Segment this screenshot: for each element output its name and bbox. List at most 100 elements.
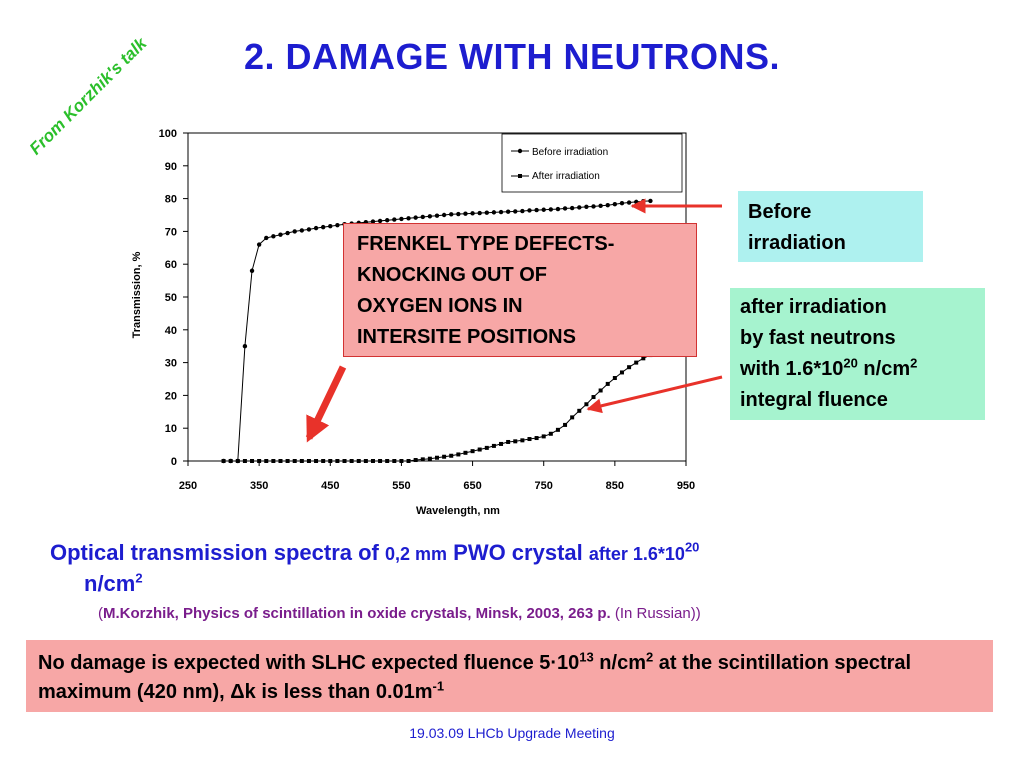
data-point (505, 209, 511, 214)
reference: (M.Korzhik, Physics of scintillation in … (98, 605, 701, 622)
reference-note: (In Russian)) (610, 605, 701, 622)
caption-unit: n/cm (84, 571, 136, 596)
data-point (648, 198, 653, 204)
data-point (641, 356, 646, 361)
data-point (256, 242, 262, 247)
data-point (591, 204, 596, 209)
data-point (491, 210, 497, 215)
callout-after-exponent2: 2 (910, 355, 918, 371)
data-point (449, 453, 454, 458)
frenkel-line4: INTERSITE POSITIONS (357, 326, 576, 348)
data-point (435, 455, 439, 460)
data-point (449, 212, 454, 217)
chart-legend: Before irradiation After irradiation (501, 133, 683, 193)
data-point (627, 365, 632, 370)
data-point (527, 437, 532, 442)
data-point (527, 208, 532, 213)
data-point (541, 434, 546, 439)
caption-part1: Optical transmission spectra of (50, 540, 385, 565)
caption-exponent: 20 (684, 539, 700, 555)
legend-marker-after (518, 174, 522, 178)
data-point (406, 459, 411, 463)
data-point (370, 459, 375, 463)
conclusion-part3: at the scintillation spectral maximum (4… (38, 652, 912, 703)
data-point (441, 212, 447, 218)
data-point (612, 201, 618, 207)
slide-footer: 19.03.09 LHCb Upgrade Meeting (409, 725, 615, 741)
y-tick-label: 30 (165, 358, 177, 370)
data-point (385, 218, 390, 223)
data-point (250, 459, 255, 463)
caption-unit-line: n/cm2 (50, 569, 950, 599)
data-point (392, 217, 397, 222)
data-point (534, 207, 539, 213)
data-point (321, 459, 326, 463)
data-point (634, 360, 639, 365)
data-point (271, 459, 276, 463)
data-point (242, 344, 248, 349)
data-point (619, 370, 624, 375)
caption-unit-exponent: 2 (135, 570, 143, 586)
caption-fluence: after 1.6*10 (588, 544, 685, 564)
data-point (427, 214, 433, 219)
data-point (356, 459, 361, 463)
conclusion-exponent1: 13 (579, 649, 594, 665)
data-point (577, 408, 582, 413)
data-point (555, 427, 560, 432)
data-point (349, 459, 354, 463)
data-point (292, 459, 297, 463)
callout-after-irradiation: after irradiation by fast neutrons with … (730, 288, 985, 420)
data-point (278, 232, 283, 237)
callout-before-line2: irradiation (748, 232, 846, 254)
conclusion-exponent2: 2 (646, 649, 654, 665)
callout-frenkel-defects: FRENKEL TYPE DEFECTS- KNOCKING OUT OF OX… (343, 223, 697, 357)
x-tick-label: 850 (606, 480, 624, 492)
data-point (278, 459, 283, 463)
x-tick-label: 550 (392, 480, 410, 492)
data-point (377, 218, 383, 224)
data-point (328, 223, 333, 229)
legend-label-before: Before irradiation (532, 147, 608, 158)
x-tick-label: 750 (535, 480, 553, 492)
data-point (427, 456, 432, 461)
conclusion-part2: n/cm (593, 652, 646, 674)
data-point (470, 211, 475, 216)
data-point (264, 235, 269, 241)
data-point (271, 234, 276, 239)
data-point (598, 203, 603, 209)
data-point (563, 422, 568, 427)
series-before (221, 198, 653, 464)
callout-after-line3-post: n/cm (857, 358, 911, 380)
data-point (626, 200, 632, 205)
y-tick-label: 0 (171, 456, 177, 468)
y-axis-label: Transmission, % (131, 251, 143, 338)
y-tick-label: 40 (165, 325, 177, 337)
y-tick-label: 80 (165, 194, 177, 206)
data-point (420, 457, 425, 462)
data-point (342, 459, 347, 463)
data-point (584, 204, 589, 209)
slide-title: 2. DAMAGE WITH NEUTRONS. (243, 36, 780, 77)
data-point (299, 228, 305, 233)
data-point (641, 199, 646, 204)
data-point (456, 452, 461, 457)
data-point (619, 200, 625, 206)
data-point (513, 209, 518, 214)
callout-after-line2: by fast neutrons (740, 327, 896, 349)
data-point (605, 381, 610, 386)
data-point (299, 459, 304, 463)
data-point (520, 208, 525, 214)
y-tick-label: 70 (165, 226, 177, 238)
data-point (235, 459, 240, 463)
data-point (285, 459, 290, 463)
legend-label-after: After irradiation (532, 171, 600, 182)
x-tick-label: 950 (677, 480, 695, 492)
data-point (591, 395, 596, 400)
callout-after-line4: integral fluence (740, 389, 888, 411)
conclusion-exponent3: -1 (432, 678, 445, 694)
reference-open: ( (98, 605, 103, 622)
data-point (506, 439, 511, 444)
y-tick-label: 100 (159, 128, 177, 140)
data-point (456, 211, 461, 217)
data-point (242, 459, 247, 463)
